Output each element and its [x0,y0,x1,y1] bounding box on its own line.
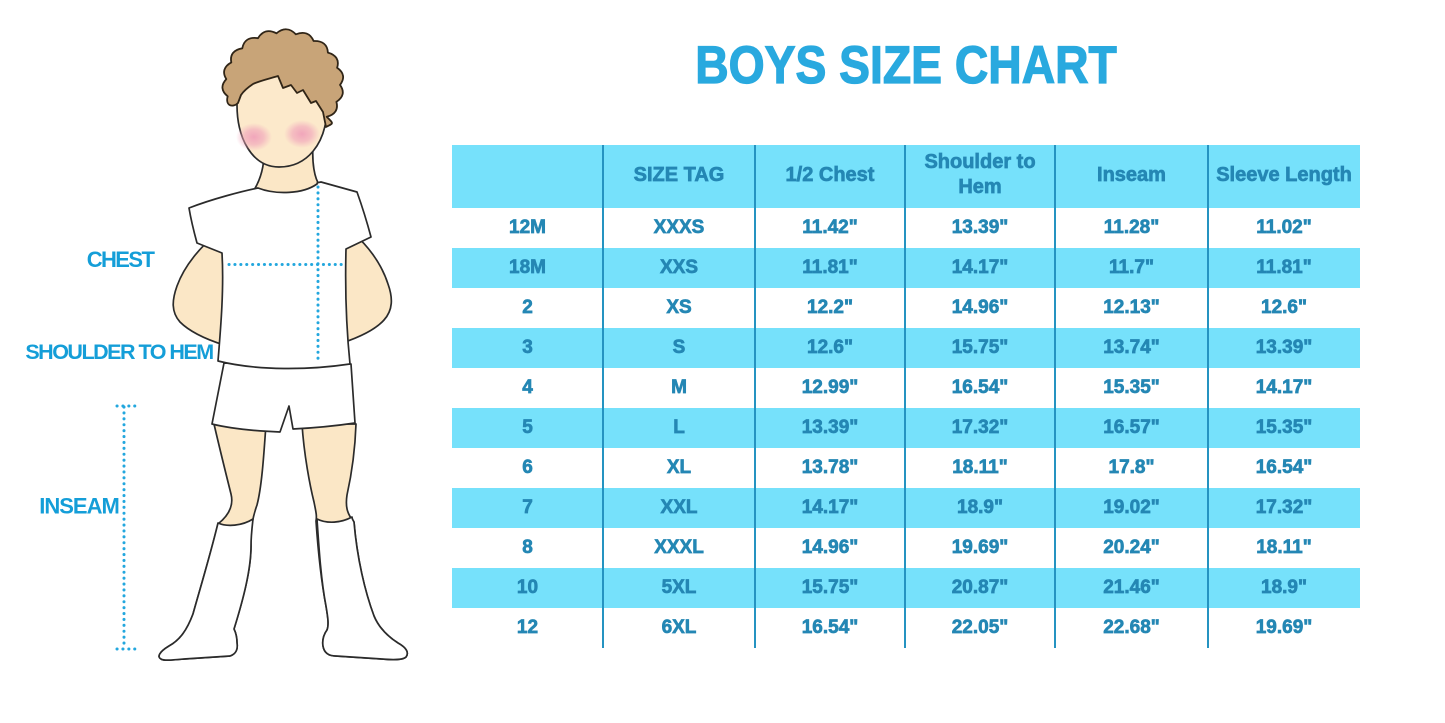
svg-text:SHOULDER TO HEM: SHOULDER TO HEM [25,340,213,364]
svg-text:CHEST: CHEST [87,247,156,272]
svg-text:INSEAM: INSEAM [39,494,119,519]
